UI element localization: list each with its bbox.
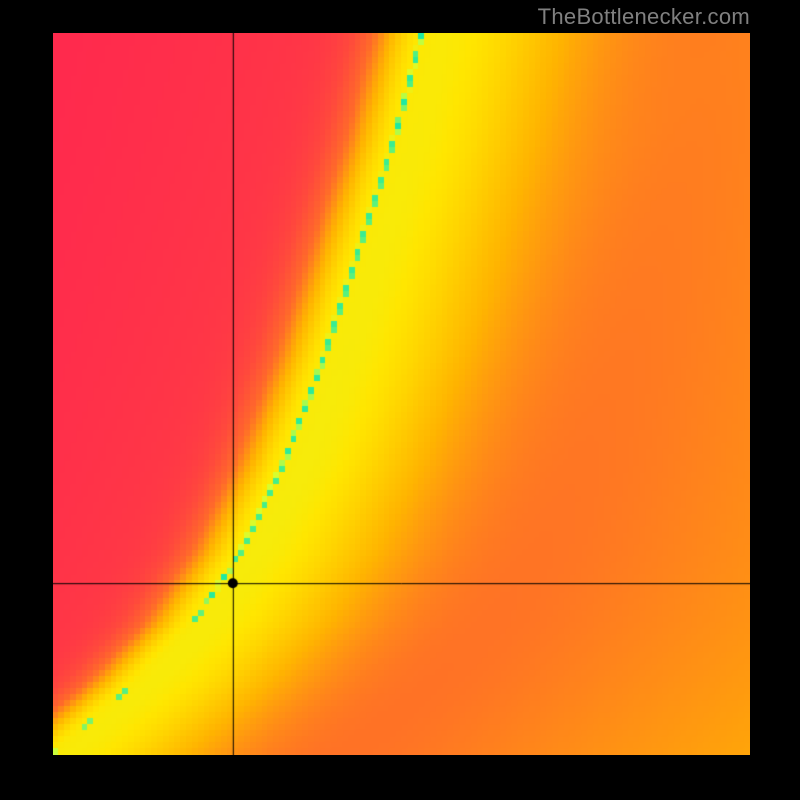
chart-frame: TheBottlenecker.com	[0, 0, 800, 800]
bottleneck-heatmap	[53, 33, 750, 755]
watermark-text: TheBottlenecker.com	[538, 4, 750, 30]
